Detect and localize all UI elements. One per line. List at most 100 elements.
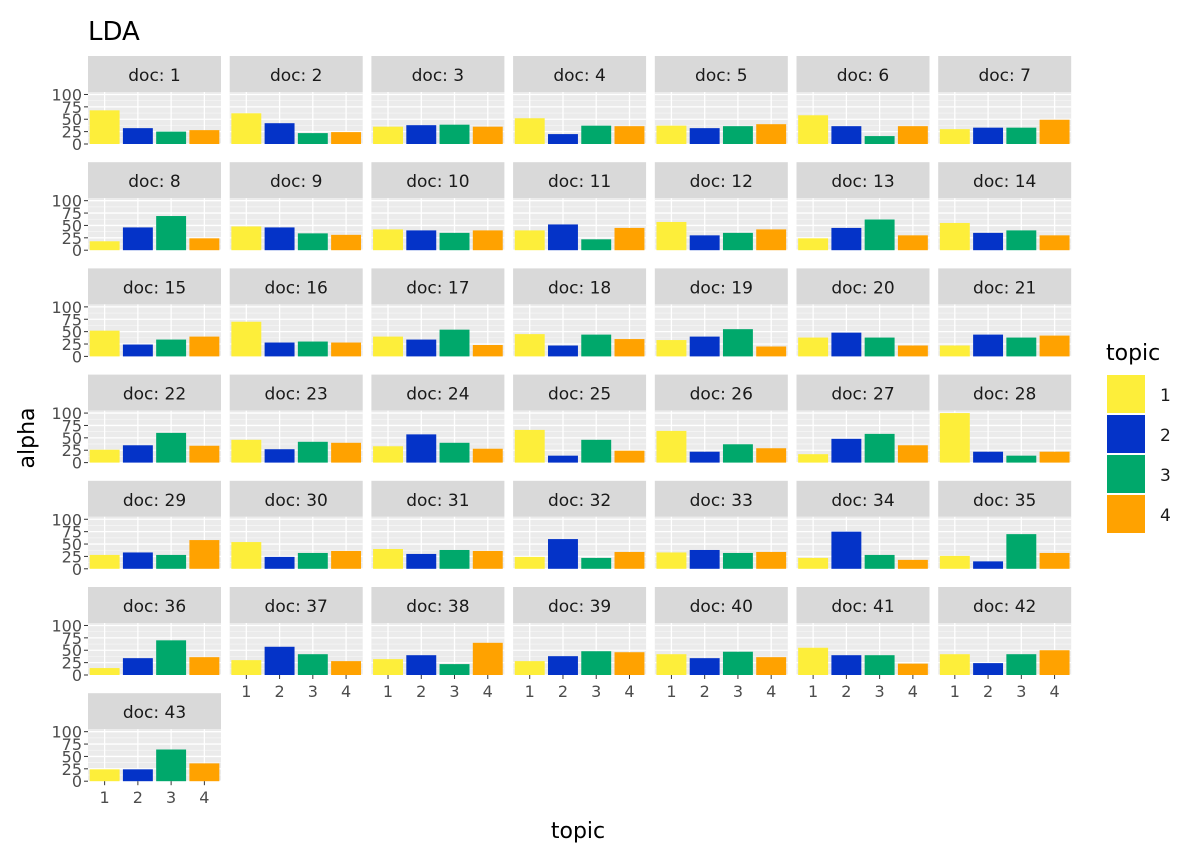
bar-topic-2 [831,438,862,463]
facet-strip [229,480,363,517]
y-tick-label: 100 [51,510,82,529]
bar-topic-4 [331,550,362,569]
bar-topic-3 [439,124,470,144]
bar-topic-1 [373,659,403,675]
facet-label: doc: 1 [128,66,181,86]
facet-strip [371,480,505,517]
bar-topic-3 [864,554,895,569]
bar-topic-3 [864,219,895,251]
bar-topic-1 [798,557,829,569]
facet-label: doc: 15 [123,278,186,298]
bar-topic-3 [439,329,470,357]
bar-topic-2 [264,123,295,144]
bar-topic-3 [156,216,187,251]
facet-strip [513,268,647,305]
facet-strip [371,374,505,411]
bar-topic-3 [581,125,612,144]
bar-topic-4 [756,346,787,357]
bar-topic-3 [297,654,328,675]
bar-topic-1 [514,118,545,144]
facet-label: doc: 5 [695,66,748,86]
y-tick-label: 50 [62,323,82,342]
legend-key-3 [1107,455,1145,493]
bar-topic-4 [614,126,645,144]
x-tick-label: 2 [133,788,143,807]
facet-strip [654,268,788,305]
bar-topic-4 [472,230,503,251]
bar-topic-2 [689,336,720,357]
y-axis-label: alpha [15,408,40,469]
bar-topic-2 [973,232,1004,251]
facet-label: doc: 19 [690,278,753,298]
y-tick-label: 25 [62,123,82,142]
facet-label: doc: 23 [265,385,328,405]
facet-label: doc: 25 [548,385,611,405]
bar-topic-2 [831,531,862,569]
facet-label: doc: 20 [831,278,894,298]
bar-topic-2 [406,339,437,357]
bar-topic-4 [331,661,362,675]
facet-label: doc: 32 [548,491,611,511]
bar-topic-4 [614,339,645,357]
facet-strip [229,587,363,623]
facet-strip [88,268,221,305]
facet-label: doc: 22 [123,385,186,405]
bar-topic-3 [722,552,753,569]
facet-label: doc: 14 [973,172,1036,192]
bar-topic-2 [264,556,295,569]
x-tick-label: 3 [733,682,743,701]
facet-strip [88,480,221,517]
facet-strip [513,374,647,411]
facet-panel: doc: 20 [796,268,930,358]
bar-topic-4 [331,342,362,357]
bar-topic-3 [722,651,753,675]
bar-topic-3 [156,749,187,782]
facet-panel: doc: 40 1 2 3 4 [654,587,788,701]
x-tick-label: 4 [1049,682,1059,701]
x-tick-label: 4 [341,682,351,701]
legend-label: 2 [1160,426,1171,446]
facet-strip [796,587,930,623]
facet-strip [654,56,788,92]
x-tick-label: 1 [383,682,393,701]
facet-strip [371,162,505,199]
facet-label: doc: 28 [973,385,1036,405]
bar-topic-2 [831,655,862,675]
facet-panel: doc: 31 [371,480,505,570]
bar-topic-1 [89,449,120,463]
bar-topic-1 [656,654,687,675]
facet-label: doc: 8 [128,172,181,192]
bar-topic-3 [1006,337,1037,357]
facet-strip [229,374,363,411]
facet-panel: doc: 4 [513,56,647,145]
legend-label: 3 [1160,466,1171,486]
bar-topic-4 [897,235,928,251]
x-tick-label: 2 [841,682,851,701]
bar-topic-1 [656,430,687,463]
bar-topic-1 [373,229,403,251]
bar-topic-4 [897,663,928,675]
facet-label: doc: 29 [123,491,186,511]
facet-label: doc: 7 [978,66,1031,86]
facet-label: doc: 35 [973,491,1036,511]
bar-topic-1 [656,221,687,251]
bar-topic-2 [689,658,720,675]
y-tick-label: 75 [62,204,82,223]
bar-topic-4 [331,234,362,251]
facet-label: doc: 33 [690,491,753,511]
facet-strip [654,480,788,517]
bar-topic-3 [722,444,753,463]
legend-label: 4 [1160,506,1171,526]
x-tick-label: 3 [591,682,601,701]
bar-topic-3 [581,334,612,357]
bar-topic-4 [472,550,503,569]
facet-label: doc: 17 [406,278,469,298]
y-tick-label: 50 [62,747,82,766]
bar-topic-2 [264,646,295,675]
legend-key-4 [1107,495,1145,533]
bar-topic-2 [264,227,295,251]
bar-topic-3 [864,136,895,144]
